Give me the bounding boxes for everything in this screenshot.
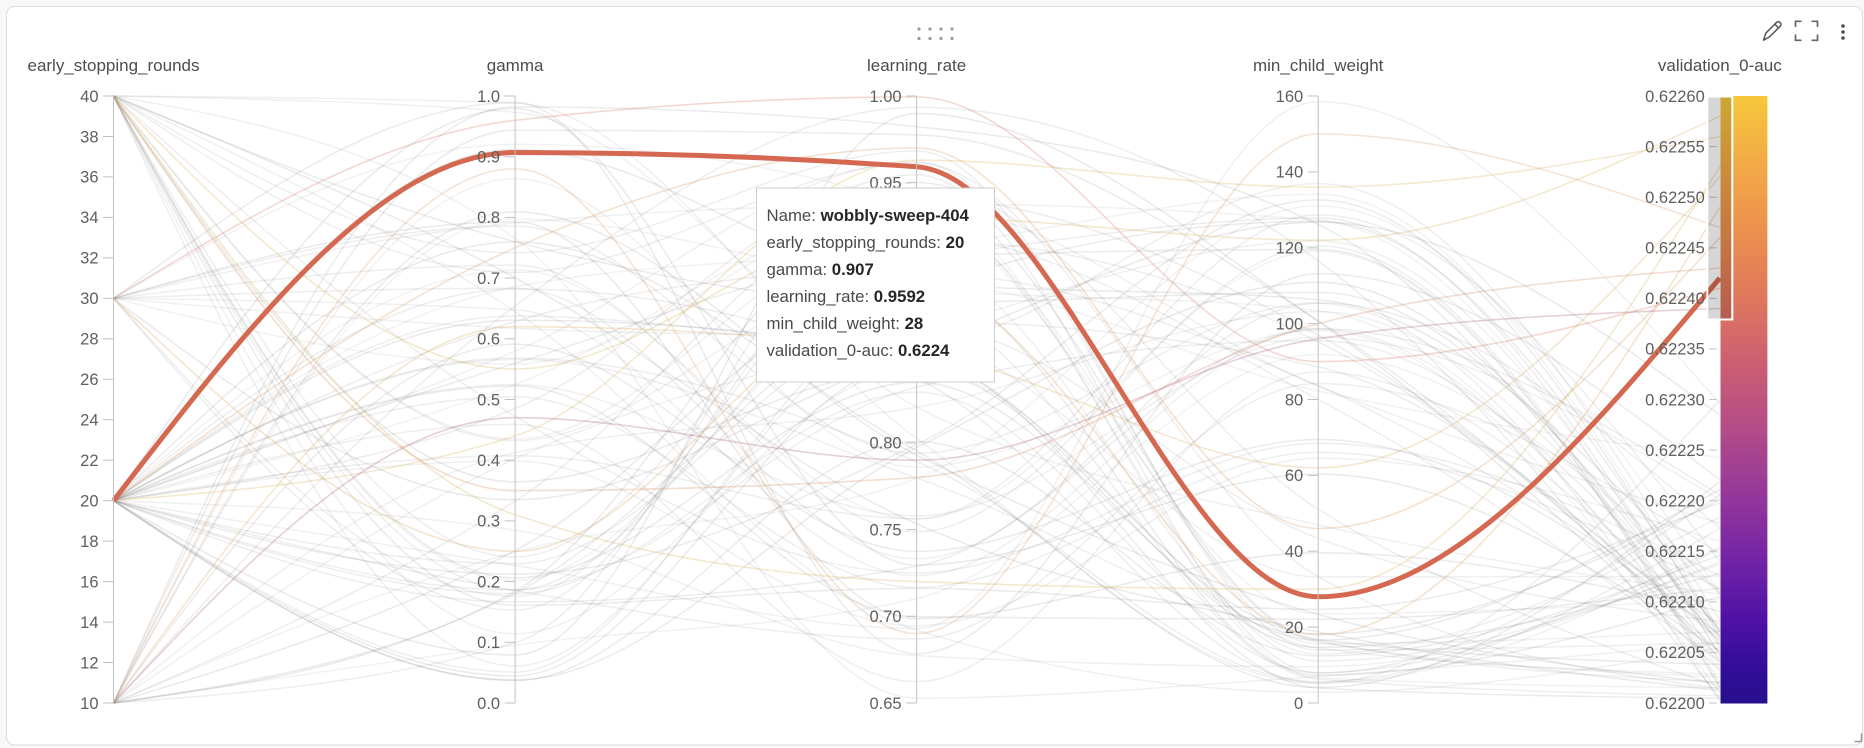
svg-text:learning_rate: learning_rate xyxy=(867,56,966,75)
svg-text:0.62255: 0.62255 xyxy=(1645,138,1705,156)
svg-text:140: 140 xyxy=(1276,164,1304,182)
svg-text:100: 100 xyxy=(1276,315,1304,333)
svg-text:0.62235: 0.62235 xyxy=(1645,341,1705,359)
svg-text:12: 12 xyxy=(80,654,98,672)
svg-text:0.3: 0.3 xyxy=(477,513,500,531)
svg-text:0.80: 0.80 xyxy=(869,435,901,453)
svg-text:0.62245: 0.62245 xyxy=(1645,240,1705,258)
svg-text:24: 24 xyxy=(80,412,98,430)
svg-text:36: 36 xyxy=(80,169,98,187)
svg-text:0.9: 0.9 xyxy=(477,149,500,167)
svg-text:22: 22 xyxy=(80,452,98,470)
svg-text:0.62225: 0.62225 xyxy=(1645,442,1705,460)
svg-text:32: 32 xyxy=(80,250,98,268)
svg-text:0.70: 0.70 xyxy=(869,608,901,626)
svg-text:validation_0-auc: 0.6224: validation_0-auc: 0.6224 xyxy=(767,341,951,360)
svg-text:0.62200: 0.62200 xyxy=(1645,695,1705,713)
svg-text:30: 30 xyxy=(80,290,98,308)
svg-text:26: 26 xyxy=(80,371,98,389)
svg-text:learning_rate: 0.9592: learning_rate: 0.9592 xyxy=(767,287,926,306)
svg-text:18: 18 xyxy=(80,533,98,551)
svg-text:0.7: 0.7 xyxy=(477,270,500,288)
svg-text:gamma: gamma xyxy=(487,56,544,75)
svg-text:1.00: 1.00 xyxy=(869,88,901,106)
svg-text:34: 34 xyxy=(80,209,98,227)
svg-text:1.0: 1.0 xyxy=(477,88,500,106)
svg-text:0.62210: 0.62210 xyxy=(1645,594,1705,612)
svg-text:0.62215: 0.62215 xyxy=(1645,543,1705,561)
svg-text:120: 120 xyxy=(1276,240,1304,258)
svg-text:min_child_weight: min_child_weight xyxy=(1253,56,1384,75)
svg-text:0.62250: 0.62250 xyxy=(1645,189,1705,207)
svg-text:0.62260: 0.62260 xyxy=(1645,88,1705,106)
svg-text:0.6: 0.6 xyxy=(477,331,500,349)
svg-text:0.0: 0.0 xyxy=(477,695,500,713)
svg-text:0.62230: 0.62230 xyxy=(1645,391,1705,409)
svg-text:0: 0 xyxy=(1294,695,1303,713)
svg-text:0.75: 0.75 xyxy=(869,521,901,539)
svg-text:0.4: 0.4 xyxy=(477,452,500,470)
svg-text:0.2: 0.2 xyxy=(477,573,500,591)
svg-text:28: 28 xyxy=(80,331,98,349)
svg-text:160: 160 xyxy=(1276,88,1304,106)
svg-text:min_child_weight: 28: min_child_weight: 28 xyxy=(767,314,924,333)
svg-text:20: 20 xyxy=(1285,619,1303,637)
svg-text:Name: wobbly-sweep-404: Name: wobbly-sweep-404 xyxy=(767,206,970,225)
svg-text:0.1: 0.1 xyxy=(477,634,500,652)
svg-text:14: 14 xyxy=(80,614,98,632)
svg-text:10: 10 xyxy=(80,695,98,713)
svg-text:40: 40 xyxy=(1285,543,1303,561)
svg-text:0.62205: 0.62205 xyxy=(1645,644,1705,662)
svg-text:16: 16 xyxy=(80,573,98,591)
svg-text:38: 38 xyxy=(80,128,98,146)
svg-text:80: 80 xyxy=(1285,391,1303,409)
svg-text:40: 40 xyxy=(80,88,98,106)
svg-text:gamma: 0.907: gamma: 0.907 xyxy=(767,260,874,279)
svg-text:60: 60 xyxy=(1285,467,1303,485)
svg-text:early_stopping_rounds: 20: early_stopping_rounds: 20 xyxy=(767,233,965,252)
svg-text:0.5: 0.5 xyxy=(477,391,500,409)
svg-text:validation_0-auc: validation_0-auc xyxy=(1658,56,1782,75)
svg-text:0.65: 0.65 xyxy=(869,695,901,713)
svg-text:0.62240: 0.62240 xyxy=(1645,290,1705,308)
svg-text:early_stopping_rounds: early_stopping_rounds xyxy=(27,56,199,75)
svg-text:0.62220: 0.62220 xyxy=(1645,493,1705,511)
svg-text:0.8: 0.8 xyxy=(477,209,500,227)
svg-text:20: 20 xyxy=(80,493,98,511)
